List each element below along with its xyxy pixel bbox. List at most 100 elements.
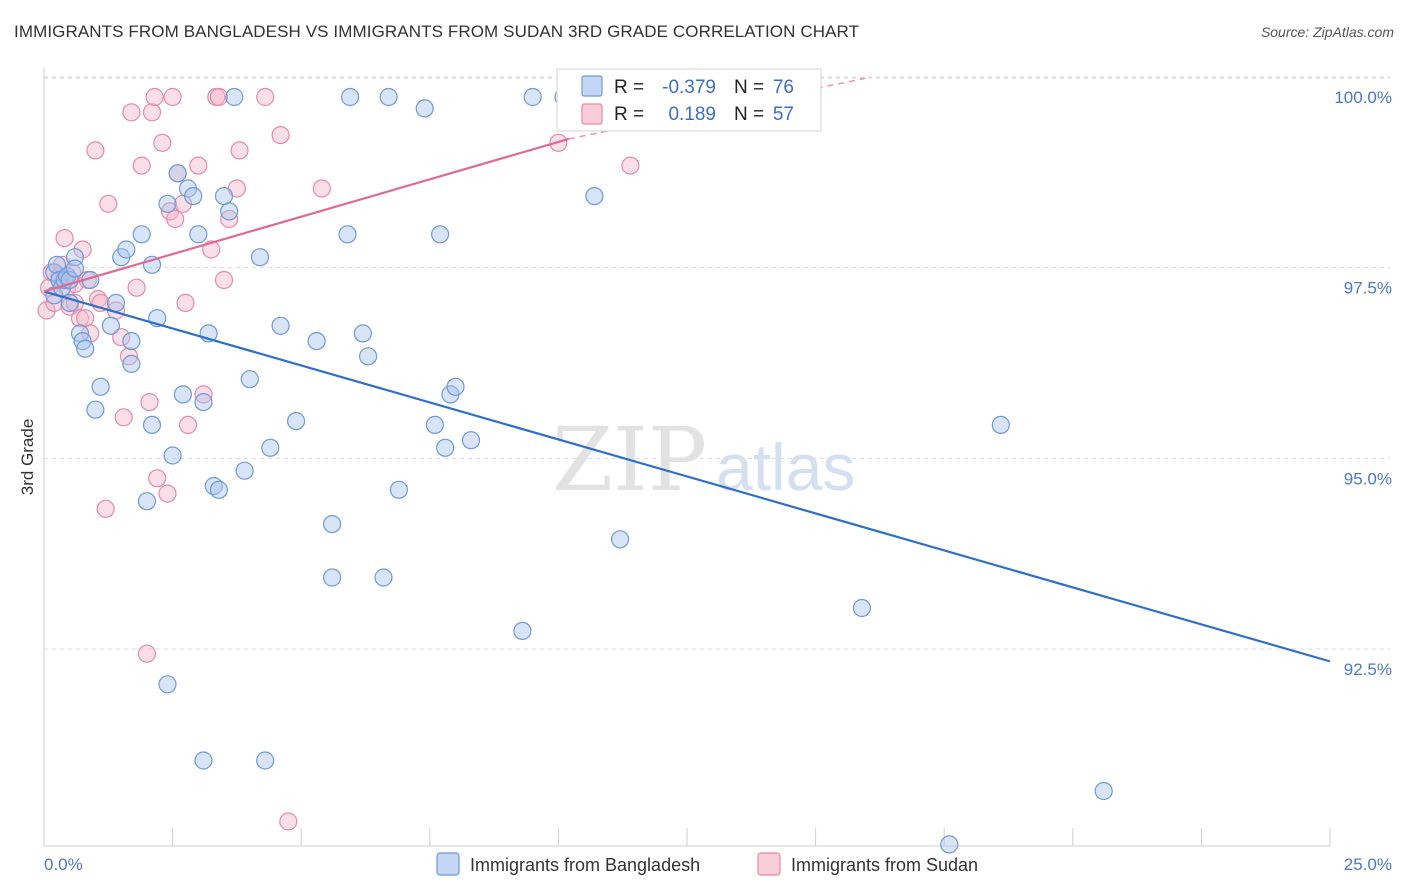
stats-n-label-blue: N = [734, 77, 764, 98]
series-bangladesh-points [45, 87, 1113, 854]
bangladesh-point [353, 324, 372, 343]
legend-swatch-sudan [757, 852, 781, 876]
sudan-point [137, 644, 156, 663]
bangladesh-point [101, 316, 121, 335]
bangladesh-point [307, 332, 326, 351]
grid-layer [44, 76, 1390, 650]
sudan-point [194, 385, 213, 404]
bangladesh-point [194, 751, 213, 770]
sudan-point [153, 133, 172, 152]
bangladesh-point [240, 370, 259, 389]
chart-title: IMMIGRANTS FROM BANGLADESH VS IMMIGRANTS… [14, 22, 860, 41]
bangladesh-point [256, 751, 275, 770]
bangladesh-point [86, 400, 105, 419]
bangladesh-point [425, 415, 444, 434]
sudan-point [158, 484, 177, 503]
sudan-point [178, 415, 198, 434]
bangladesh-point [523, 87, 542, 107]
bangladesh-point [225, 87, 244, 107]
y-tick-label: 92.5% [1344, 660, 1392, 679]
bangladesh-point [461, 431, 481, 450]
sudan-point [70, 309, 90, 328]
bangladesh-point [91, 377, 110, 396]
y-tick-label: 97.5% [1344, 279, 1392, 298]
source-label: Source: ZipAtlas.com [1260, 24, 1394, 40]
bangladesh-point [338, 225, 357, 244]
bangladesh-point [271, 316, 290, 335]
axes-layer [43, 68, 1331, 847]
sudan-point [148, 469, 167, 488]
bangladesh-point [513, 621, 532, 641]
sudan-point [256, 87, 275, 107]
bangladesh-point [137, 492, 156, 511]
bangladesh-point [287, 412, 306, 431]
watermark: ZIP atlas [552, 408, 855, 511]
bangladesh-point [106, 293, 126, 312]
sudan-point [189, 156, 208, 175]
bangladesh-point [415, 99, 434, 118]
bangladesh-point [117, 240, 136, 259]
bangladesh-trend-line [43, 290, 1331, 663]
bangladesh-point [189, 225, 208, 244]
sudan-point [176, 293, 195, 312]
y-tick-label: 95.0% [1344, 469, 1392, 488]
sudan-point [279, 812, 298, 831]
bangladesh-point [122, 332, 141, 351]
series-legend: Immigrants from Bangladesh Immigrants fr… [436, 852, 978, 876]
bangladesh-point [341, 87, 360, 107]
bangladesh-point [446, 377, 465, 396]
sudan-point [127, 278, 146, 297]
sudan-point [145, 87, 164, 107]
watermark-atlas: atlas [716, 430, 855, 504]
series-sudan-points [37, 87, 640, 831]
sudan-point [312, 179, 331, 198]
sudan-point [209, 87, 228, 107]
sudan-point [114, 408, 133, 427]
bangladesh-point [436, 438, 455, 457]
bangladesh-point [122, 354, 141, 373]
stats-n-value-pink: 57 [773, 104, 794, 125]
sudan-point [73, 240, 92, 259]
sudan-point [96, 499, 115, 518]
bangladesh-point [47, 255, 67, 274]
x-tick-labels: 0.0% 25.0% [44, 855, 1392, 874]
y-tick-labels: 100.0% 97.5% 95.0% 92.5% [1334, 88, 1392, 679]
bangladesh-point [209, 480, 228, 499]
sudan-point [112, 328, 131, 347]
stats-r-value-blue: -0.379 [662, 77, 716, 98]
sudan-trend-line [43, 137, 569, 293]
bangladesh-point [220, 202, 239, 221]
bangladesh-point [323, 568, 342, 587]
sudan-point [76, 309, 95, 328]
bangladesh-point [359, 347, 378, 366]
stats-legend-swatch-blue [581, 75, 603, 97]
sudan-point [99, 194, 118, 213]
bangladesh-point [374, 568, 393, 587]
stats-r-value-pink: 0.189 [668, 104, 716, 125]
stats-r-label-pink: R = [614, 104, 644, 125]
stats-r-label-blue: R = [614, 77, 644, 98]
bangladesh-point [76, 339, 95, 358]
bangladesh-point [250, 248, 270, 267]
stats-n-label-pink: N = [734, 104, 764, 125]
bangladesh-point [585, 187, 604, 206]
sudan-point [163, 87, 182, 107]
bangladesh-point [323, 514, 342, 534]
stats-n-value-blue: 76 [773, 77, 794, 98]
bangladesh-point [1094, 781, 1113, 801]
y-axis-title: 3rd Grade [18, 419, 37, 496]
bangladesh-point [158, 194, 177, 213]
sudan-point [214, 270, 234, 290]
legend-swatch-bangladesh [436, 852, 460, 876]
bangladesh-point [991, 415, 1010, 434]
bangladesh-point [431, 225, 450, 244]
bangladesh-point [610, 530, 630, 549]
legend-label-bangladesh: Immigrants from Bangladesh [470, 855, 700, 875]
bangladesh-point [65, 259, 85, 278]
x-tick-label-min: 0.0% [44, 855, 83, 874]
sudan-point [220, 209, 239, 229]
sudan-point [230, 141, 249, 160]
bangladesh-point [852, 598, 872, 618]
bangladesh-point [261, 438, 280, 457]
